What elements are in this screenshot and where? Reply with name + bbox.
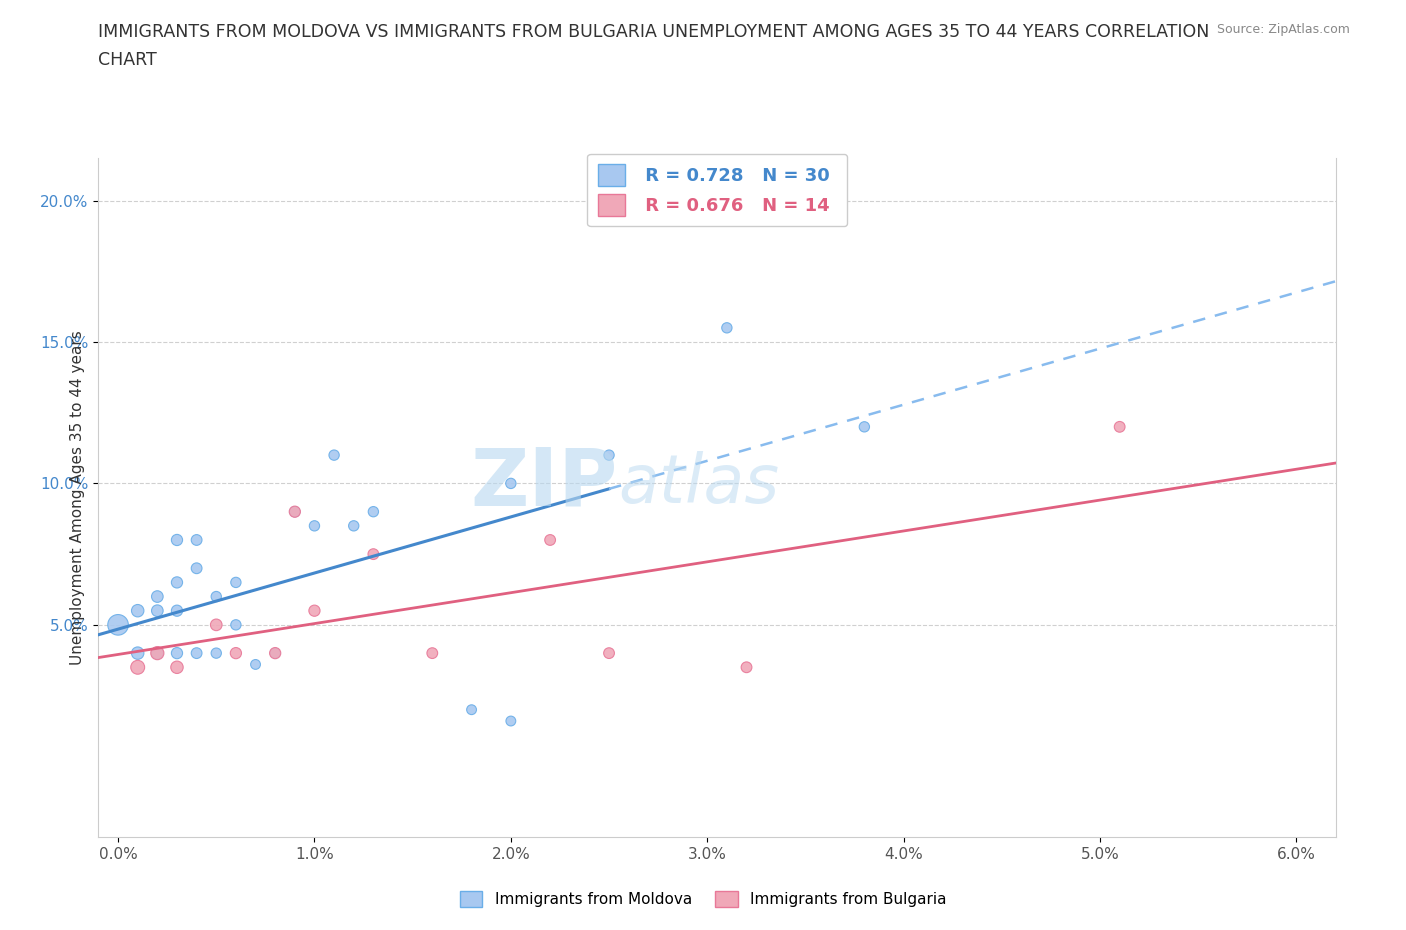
Point: [166, 645, 188, 660]
Point: [225, 645, 247, 660]
Point: [538, 533, 561, 548]
Legend:  R = 0.728   N = 30 ,  R = 0.676   N = 14 : R = 0.728 N = 30 , R = 0.676 N = 14: [586, 153, 848, 227]
Point: [146, 589, 169, 604]
Point: [304, 518, 326, 533]
Point: [304, 604, 326, 618]
Point: [107, 618, 129, 632]
Point: [205, 589, 228, 604]
Text: Source: ZipAtlas.com: Source: ZipAtlas.com: [1216, 23, 1350, 36]
Text: IMMIGRANTS FROM MOLDOVA VS IMMIGRANTS FROM BULGARIA UNEMPLOYMENT AMONG AGES 35 T: IMMIGRANTS FROM MOLDOVA VS IMMIGRANTS FR…: [98, 23, 1209, 41]
Point: [598, 447, 620, 462]
Point: [127, 645, 149, 660]
Point: [186, 561, 208, 576]
Point: [264, 645, 287, 660]
Point: [225, 575, 247, 590]
Point: [363, 504, 385, 519]
Point: [146, 645, 169, 660]
Point: [598, 645, 620, 660]
Point: [225, 618, 247, 632]
Point: [245, 657, 267, 671]
Legend: Immigrants from Moldova, Immigrants from Bulgaria: Immigrants from Moldova, Immigrants from…: [453, 884, 953, 913]
Point: [284, 504, 307, 519]
Text: CHART: CHART: [98, 51, 157, 69]
Text: ZIP: ZIP: [471, 445, 619, 523]
Point: [264, 645, 287, 660]
Text: atlas: atlas: [619, 451, 779, 517]
Point: [323, 447, 346, 462]
Point: [499, 713, 522, 728]
Point: [205, 618, 228, 632]
Point: [499, 476, 522, 491]
Point: [166, 604, 188, 618]
Point: [166, 533, 188, 548]
Point: [420, 645, 443, 660]
Point: [343, 518, 366, 533]
Point: [186, 533, 208, 548]
Point: [205, 645, 228, 660]
Point: [735, 660, 758, 675]
Y-axis label: Unemployment Among Ages 35 to 44 years: Unemployment Among Ages 35 to 44 years: [69, 330, 84, 665]
Point: [363, 547, 385, 562]
Point: [166, 575, 188, 590]
Point: [853, 419, 876, 434]
Point: [127, 660, 149, 675]
Point: [186, 645, 208, 660]
Point: [716, 320, 738, 336]
Point: [166, 660, 188, 675]
Point: [1108, 419, 1130, 434]
Point: [460, 702, 482, 717]
Point: [146, 645, 169, 660]
Point: [284, 504, 307, 519]
Point: [146, 604, 169, 618]
Point: [127, 604, 149, 618]
